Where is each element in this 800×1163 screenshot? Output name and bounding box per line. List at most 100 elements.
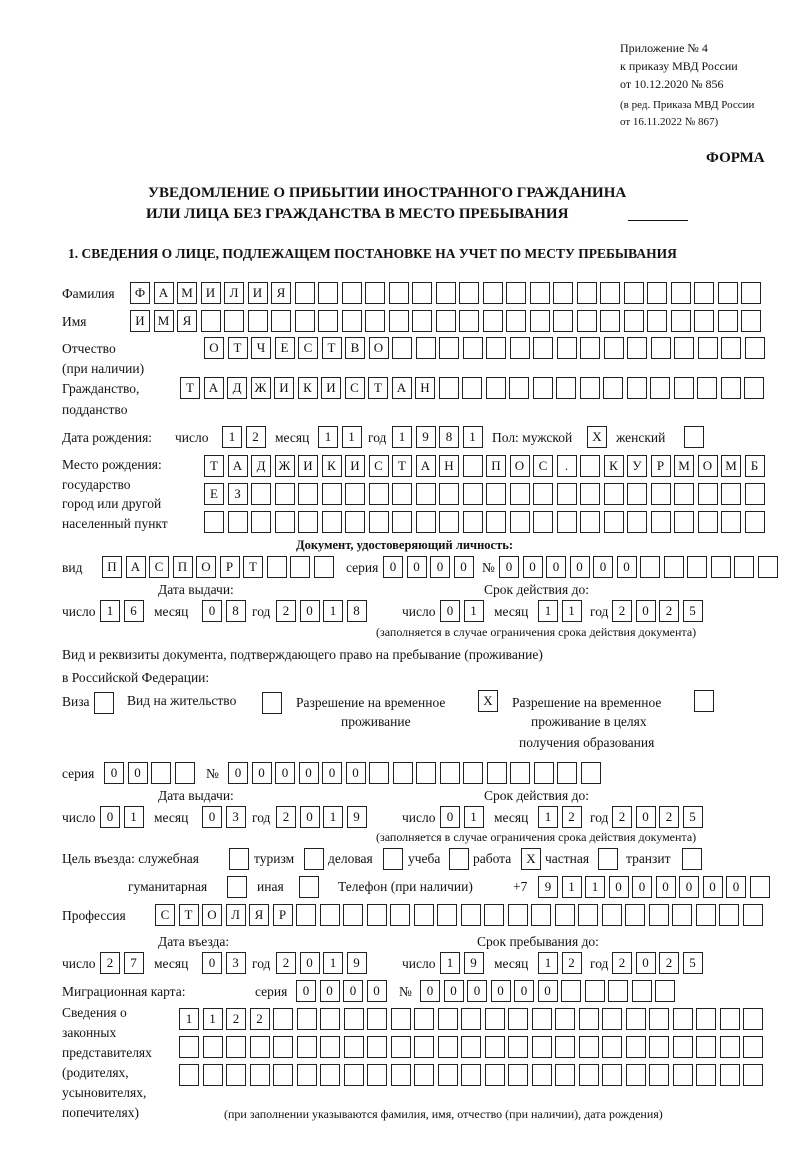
- char-box[interactable]: [533, 337, 553, 359]
- char-box[interactable]: [580, 483, 600, 505]
- char-box[interactable]: 0: [343, 980, 363, 1002]
- char-box[interactable]: [227, 511, 248, 533]
- char-box[interactable]: [174, 762, 195, 784]
- char-box[interactable]: 1: [323, 806, 343, 828]
- char-box[interactable]: [321, 483, 342, 505]
- char-box[interactable]: [202, 1064, 223, 1086]
- char-box[interactable]: [694, 282, 714, 304]
- char-box[interactable]: 9: [346, 952, 367, 974]
- char-box[interactable]: [721, 511, 741, 533]
- representatives-line-3[interactable]: [179, 1064, 767, 1086]
- char-box[interactable]: 0: [202, 952, 222, 974]
- char-box[interactable]: [368, 511, 389, 533]
- char-box[interactable]: [579, 377, 600, 399]
- char-box[interactable]: 0: [522, 556, 543, 578]
- char-box[interactable]: 0: [635, 952, 656, 974]
- char-box[interactable]: [603, 377, 623, 399]
- char-box[interactable]: [343, 904, 363, 926]
- char-box[interactable]: 0: [440, 806, 460, 828]
- sex-male-checkbox[interactable]: X: [587, 426, 611, 448]
- char-box[interactable]: [687, 556, 707, 578]
- char-box[interactable]: [531, 1008, 552, 1030]
- purpose-study-checkbox[interactable]: [449, 848, 473, 870]
- char-box[interactable]: [318, 310, 338, 332]
- char-box[interactable]: [697, 483, 718, 505]
- char-box[interactable]: [696, 1008, 716, 1030]
- char-box[interactable]: [462, 511, 483, 533]
- purpose-service-checkbox[interactable]: [229, 848, 253, 870]
- char-box[interactable]: [367, 1064, 387, 1086]
- char-box[interactable]: Д: [227, 377, 247, 399]
- char-box[interactable]: [345, 511, 365, 533]
- char-box[interactable]: К: [603, 455, 624, 477]
- char-box[interactable]: [670, 310, 691, 332]
- char-box[interactable]: О: [697, 455, 718, 477]
- char-box[interactable]: [439, 511, 459, 533]
- char-box[interactable]: [435, 282, 456, 304]
- char-box[interactable]: 1: [463, 600, 484, 622]
- char-box[interactable]: [320, 1036, 340, 1058]
- char-box[interactable]: 3: [225, 952, 246, 974]
- char-box[interactable]: [94, 692, 114, 714]
- char-box[interactable]: Я: [177, 310, 197, 332]
- char-box[interactable]: [439, 483, 459, 505]
- char-box[interactable]: [249, 1064, 270, 1086]
- char-box[interactable]: 2: [276, 952, 296, 974]
- char-box[interactable]: [580, 337, 600, 359]
- char-box[interactable]: [273, 1064, 293, 1086]
- char-box[interactable]: [742, 904, 763, 926]
- char-box[interactable]: [719, 1064, 740, 1086]
- char-box[interactable]: Р: [219, 556, 240, 578]
- char-box[interactable]: Н: [415, 377, 435, 399]
- char-box[interactable]: [273, 1008, 293, 1030]
- char-box[interactable]: [603, 483, 624, 505]
- char-box[interactable]: 2: [659, 600, 679, 622]
- char-box[interactable]: 0: [322, 762, 342, 784]
- char-box[interactable]: 0: [443, 980, 464, 1002]
- char-box[interactable]: Ч: [251, 337, 271, 359]
- char-box[interactable]: [251, 483, 271, 505]
- char-box[interactable]: [294, 282, 315, 304]
- char-box[interactable]: Л: [225, 904, 246, 926]
- char-box[interactable]: [321, 511, 342, 533]
- char-box[interactable]: [741, 282, 761, 304]
- char-box[interactable]: П: [486, 455, 506, 477]
- char-box[interactable]: [672, 1064, 693, 1086]
- char-box[interactable]: [601, 904, 622, 926]
- char-box[interactable]: 1: [323, 952, 343, 974]
- char-box[interactable]: [296, 904, 316, 926]
- char-box[interactable]: [392, 762, 413, 784]
- char-box[interactable]: [627, 511, 647, 533]
- char-box[interactable]: [296, 1008, 317, 1030]
- char-box[interactable]: [508, 1064, 528, 1086]
- char-box[interactable]: [623, 310, 644, 332]
- char-box[interactable]: [412, 310, 432, 332]
- char-box[interactable]: Т: [180, 377, 200, 399]
- char-box[interactable]: [247, 310, 268, 332]
- char-box[interactable]: [414, 1008, 434, 1030]
- char-box[interactable]: [580, 511, 600, 533]
- char-box[interactable]: [670, 282, 691, 304]
- char-box[interactable]: [484, 1008, 505, 1030]
- char-box[interactable]: [672, 904, 692, 926]
- char-box[interactable]: А: [125, 556, 146, 578]
- title-blank-line[interactable]: [628, 220, 688, 221]
- char-box[interactable]: [484, 904, 504, 926]
- char-box[interactable]: 0: [440, 600, 460, 622]
- char-box[interactable]: 5: [682, 806, 703, 828]
- char-box[interactable]: М: [177, 282, 197, 304]
- char-box[interactable]: [414, 1064, 434, 1086]
- char-box[interactable]: [290, 556, 310, 578]
- char-box[interactable]: 5: [682, 952, 703, 974]
- char-box[interactable]: [640, 556, 660, 578]
- char-box[interactable]: [650, 483, 671, 505]
- char-box[interactable]: 0: [319, 980, 340, 1002]
- char-box[interactable]: [580, 762, 601, 784]
- char-box[interactable]: [318, 282, 338, 304]
